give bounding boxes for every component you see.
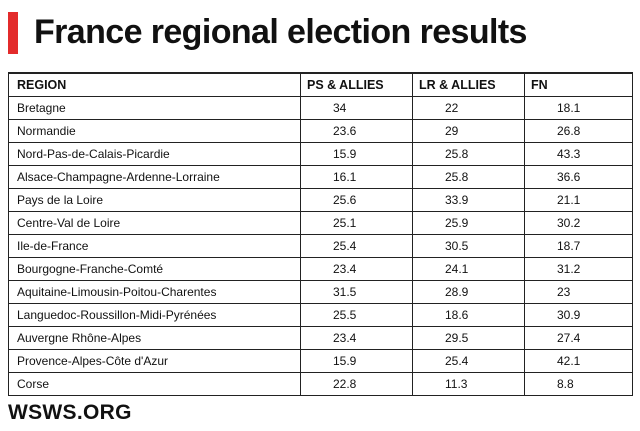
cell-region: Languedoc-Roussillon-Midi-Pyrénées: [8, 303, 301, 327]
table-row: Auvergne Rhône-Alpes 23.4 29.5 27.4: [8, 326, 633, 350]
table-row: Alsace-Champagne-Ardenne-Lorraine 16.1 25.…: [8, 165, 633, 189]
table-row: Normandie 23.6 29 26.8: [8, 119, 633, 143]
cell-fn: 23: [524, 280, 633, 304]
results-table: REGION PS & ALLIES LR & ALLIES FN Bretag…: [8, 72, 633, 396]
cell-lr: 28.9: [412, 280, 525, 304]
cell-fn: 8.8: [524, 372, 633, 396]
cell-fn: 31.2: [524, 257, 633, 281]
table-row: Nord-Pas-de-Calais-Picardie 15.9 25.8 43.3: [8, 142, 633, 166]
cell-ps: 25.4: [300, 234, 413, 258]
cell-ps: 15.9: [300, 142, 413, 166]
column-header-lr: LR & ALLIES: [412, 72, 525, 97]
cell-region: Aquitaine-Limousin-Poitou-Charentes: [8, 280, 301, 304]
cell-fn: 26.8: [524, 119, 633, 143]
cell-region: Normandie: [8, 119, 301, 143]
table-body: Bretagne 34 22 18.1 Normandie 23.6 29 26.8 Nord-…: [8, 96, 633, 396]
cell-lr: 11.3: [412, 372, 525, 396]
cell-lr: 30.5: [412, 234, 525, 258]
cell-ps: 31.5: [300, 280, 413, 304]
column-header-ps: PS & ALLIES: [300, 72, 413, 97]
cell-lr: 29: [412, 119, 525, 143]
cell-region: Corse: [8, 372, 301, 396]
table-row: Pays de la Loire 25.6 33.9 21.1: [8, 188, 633, 212]
column-header-region: REGION: [8, 72, 301, 97]
cell-ps: 23.4: [300, 326, 413, 350]
table-row: Languedoc-Roussillon-Midi-Pyrénées 25.5 18…: [8, 303, 633, 327]
cell-region: Nord-Pas-de-Calais-Picardie: [8, 142, 301, 166]
cell-ps: 16.1: [300, 165, 413, 189]
cell-ps: 25.5: [300, 303, 413, 327]
cell-region: Bourgogne-Franche-Comté: [8, 257, 301, 281]
cell-fn: 18.1: [524, 96, 633, 120]
table-header-row: REGION PS & ALLIES LR & ALLIES FN: [8, 72, 633, 97]
table-row: Corse 22.8 11.3 8.8: [8, 372, 633, 396]
page-title: France regional election results: [34, 13, 527, 51]
table-row: Ile-de-France 25.4 30.5 18.7: [8, 234, 633, 258]
cell-fn: 30.9: [524, 303, 633, 327]
cell-ps: 22.8: [300, 372, 413, 396]
cell-ps: 23.6: [300, 119, 413, 143]
cell-fn: 27.4: [524, 326, 633, 350]
cell-fn: 36.6: [524, 165, 633, 189]
cell-region: Auvergne Rhône-Alpes: [8, 326, 301, 350]
cell-lr: 24.1: [412, 257, 525, 281]
cell-region: Pays de la Loire: [8, 188, 301, 212]
brand-logo-text: WSWS.ORG: [8, 401, 132, 424]
cell-fn: 21.1: [524, 188, 633, 212]
cell-lr: 22: [412, 96, 525, 120]
cell-region: Ile-de-France: [8, 234, 301, 258]
cell-ps: 25.1: [300, 211, 413, 235]
cell-ps: 25.6: [300, 188, 413, 212]
cell-region: Centre-Val de Loire: [8, 211, 301, 235]
cell-region: Bretagne: [8, 96, 301, 120]
cell-lr: 25.8: [412, 142, 525, 166]
cell-fn: 42.1: [524, 349, 633, 373]
cell-lr: 25.8: [412, 165, 525, 189]
cell-ps: 23.4: [300, 257, 413, 281]
table-row: Bourgogne-Franche-Comté 23.4 24.1 31.2: [8, 257, 633, 281]
cell-ps: 15.9: [300, 349, 413, 373]
cell-fn: 43.3: [524, 142, 633, 166]
table-row: Centre-Val de Loire 25.1 25.9 30.2: [8, 211, 633, 235]
cell-ps: 34: [300, 96, 413, 120]
table-row: Provence-Alpes-Côte d'Azur 15.9 25.4 42.1: [8, 349, 633, 373]
cell-lr: 25.9: [412, 211, 525, 235]
table-row: Aquitaine-Limousin-Poitou-Charentes 31.5 2…: [8, 280, 633, 304]
cell-region: Alsace-Champagne-Ardenne-Lorraine: [8, 165, 301, 189]
cell-fn: 18.7: [524, 234, 633, 258]
cell-region: Provence-Alpes-Côte d'Azur: [8, 349, 301, 373]
table-row: Bretagne 34 22 18.1: [8, 96, 633, 120]
cell-lr: 29.5: [412, 326, 525, 350]
cell-fn: 30.2: [524, 211, 633, 235]
cell-lr: 25.4: [412, 349, 525, 373]
column-header-fn: FN: [524, 72, 633, 97]
cell-lr: 33.9: [412, 188, 525, 212]
title-accent-bar: [8, 12, 18, 54]
cell-lr: 18.6: [412, 303, 525, 327]
